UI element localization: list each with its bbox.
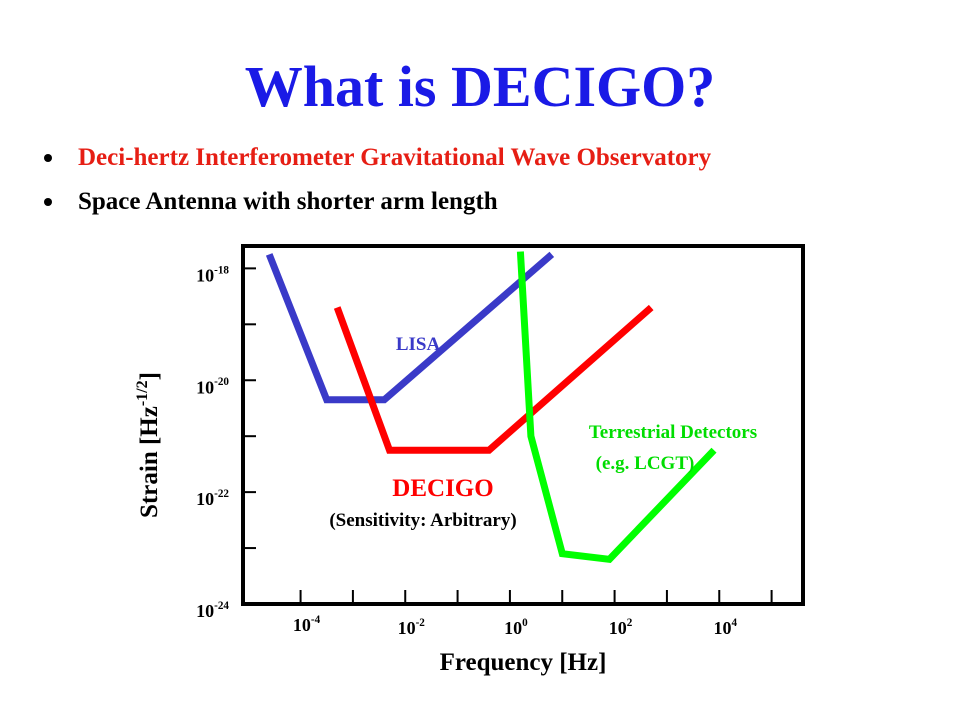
decigo-note: (Sensitivity: Arbitrary) [329,510,516,531]
terrestrial-label: Terrestrial Detectors [589,422,757,443]
x-tick-label: 104 [713,617,737,638]
bullet-dot-icon [44,198,52,206]
lisa-curve [265,251,555,404]
y-tick-label: 10-22 [196,488,229,509]
y-axis-label: Strain [Hz-1/2] [134,372,163,518]
slide-title: What is DECIGO? [244,54,716,119]
y-tick-label: 10-24 [196,600,229,621]
x-axis-label: Frequency [Hz] [440,649,607,676]
plot-frame [241,244,805,606]
bullet-text: Deci-hertz Interferometer Gravitational … [78,144,712,171]
lisa-label: LISA [396,334,441,355]
bullet-text: Space Antenna with shorter arm length [78,188,498,215]
y-tick-label: 10-18 [196,264,229,285]
x-tick-label: 100 [504,617,528,638]
bullet-item: Space Antenna with shorter arm length [42,184,711,228]
terrestrial-note: (e.g. LCGT) [596,453,695,474]
x-tick-label: 10-2 [398,617,426,638]
y-tick-label: 10-20 [196,376,229,397]
x-tick-label: 102 [609,617,633,638]
decigo-curve [333,304,654,454]
terrestrial-curve [516,251,717,563]
decigo-label: DECIGO [392,475,493,502]
bullet-list: Deci-hertz Interferometer Gravitational … [42,140,711,228]
bullet-item: Deci-hertz Interferometer Gravitational … [42,140,711,184]
bullet-dot-icon [44,154,52,162]
x-tick-label: 10-4 [293,614,321,635]
